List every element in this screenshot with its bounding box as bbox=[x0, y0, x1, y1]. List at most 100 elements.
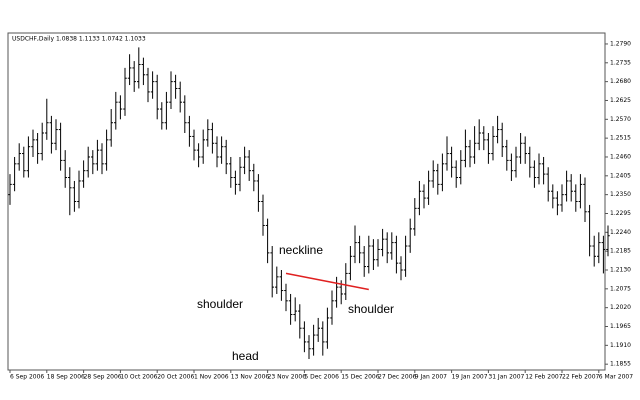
x-tick-label: 6 Sep 2006 bbox=[10, 374, 44, 381]
ohlc-bar bbox=[215, 136, 219, 168]
x-tick-label: 19 Jan 2007 bbox=[452, 374, 488, 381]
ohlc-bar bbox=[104, 129, 109, 171]
ohlc-bar bbox=[316, 317, 320, 342]
ohlc-bar bbox=[22, 146, 26, 178]
label-background bbox=[229, 347, 261, 367]
x-tick-label: 1 Nov 2006 bbox=[194, 374, 229, 381]
ohlc-bar bbox=[284, 283, 288, 312]
ohlc-bar bbox=[155, 74, 159, 120]
y-tick-label: 1.2185 bbox=[610, 248, 631, 255]
neckline bbox=[285, 272, 369, 291]
y-tick-label: 1.2790 bbox=[610, 40, 631, 47]
ohlc-bar bbox=[353, 225, 357, 264]
ohlc-bar bbox=[229, 156, 233, 188]
ohlc-bar bbox=[440, 153, 445, 192]
x-tick-label: 31 Jan 2007 bbox=[488, 374, 524, 381]
annotation: head bbox=[232, 349, 259, 363]
ohlc-bar bbox=[81, 160, 86, 188]
y-tick-label: 1.2515 bbox=[610, 135, 631, 142]
ohlc-bar bbox=[118, 95, 123, 120]
ohlc-bar bbox=[422, 184, 426, 209]
ohlc-bar bbox=[403, 235, 408, 277]
ohlc-bar bbox=[160, 102, 164, 130]
ohlc-bar bbox=[555, 191, 560, 216]
ohlc-bar bbox=[459, 150, 463, 185]
ohlc-bar bbox=[523, 136, 527, 164]
ohlc-bar bbox=[514, 146, 518, 178]
ohlc-bar bbox=[77, 170, 81, 209]
ohlc-bar bbox=[35, 133, 40, 164]
ohlc-bar bbox=[137, 47, 141, 89]
ohlc-bar bbox=[436, 163, 440, 195]
ohlc-bar bbox=[247, 150, 251, 181]
ohlc-bar bbox=[472, 126, 477, 164]
ohlc-bar bbox=[367, 235, 371, 274]
ohlc-bar bbox=[528, 146, 532, 178]
ohlc-bar bbox=[408, 218, 412, 253]
ohlc-bar bbox=[546, 167, 550, 202]
ohlc-bar bbox=[8, 174, 12, 205]
ohlc-bar bbox=[150, 71, 155, 99]
ohlc-bar bbox=[500, 122, 504, 157]
x-tick-label: 10 Oct 2006 bbox=[120, 374, 157, 381]
ohlc-bar bbox=[63, 150, 67, 188]
x-tick-label: 5 Dec 2006 bbox=[304, 374, 339, 381]
ohlc-bar bbox=[270, 246, 274, 298]
ohlc-bar bbox=[192, 129, 196, 161]
ohlc-bar bbox=[173, 74, 178, 99]
ohlc-bar bbox=[344, 263, 348, 301]
ohlc-bar bbox=[532, 160, 537, 188]
ohlc-bar bbox=[169, 71, 173, 110]
ohlc-bar bbox=[330, 290, 334, 325]
ohlc-bar bbox=[252, 163, 256, 192]
ohlc-bar bbox=[592, 235, 596, 267]
x-tick-label: 15 Dec 2006 bbox=[341, 374, 380, 381]
ohlc-bar bbox=[454, 160, 458, 188]
y-tick-label: 1.2130 bbox=[610, 266, 631, 273]
ohlc-bar bbox=[210, 122, 215, 154]
ohlc-bar bbox=[463, 129, 468, 168]
ohlc-bar bbox=[238, 156, 242, 192]
ohlc-bar bbox=[380, 228, 385, 257]
ohlc-bar bbox=[583, 177, 587, 223]
ohlc-bar bbox=[426, 170, 431, 205]
ohlc-bar bbox=[597, 232, 601, 264]
x-tick-label: 18 Sep 2006 bbox=[47, 374, 85, 381]
annotation: shoulder bbox=[197, 297, 243, 311]
x-tick-label: 20 Oct 2006 bbox=[157, 374, 194, 381]
ohlc-bar bbox=[564, 170, 569, 202]
x-tick-label: 9 Jan 2007 bbox=[415, 374, 447, 381]
ohlc-bar bbox=[357, 235, 362, 264]
ohlc-bar bbox=[26, 136, 31, 178]
x-tick-label: 13 Nov 2006 bbox=[231, 374, 270, 381]
y-tick-label: 1.2295 bbox=[610, 210, 631, 217]
ohlc-bar bbox=[196, 143, 201, 168]
ohlc-bar bbox=[468, 139, 472, 168]
ohlc-bar bbox=[376, 239, 380, 267]
annotation: shoulder bbox=[348, 302, 394, 316]
y-tick-label: 1.2680 bbox=[610, 78, 631, 85]
ohlc-bar bbox=[256, 174, 261, 212]
ohlc-bar bbox=[183, 95, 187, 134]
ohlc-bar bbox=[132, 61, 136, 92]
ohlc-bar bbox=[325, 307, 330, 349]
y-tick-label: 1.2570 bbox=[610, 116, 631, 123]
ohlc-bar bbox=[95, 139, 100, 171]
ohlc-bar bbox=[311, 324, 316, 356]
ohlc-bar bbox=[362, 246, 366, 277]
ohlc-bar bbox=[601, 235, 606, 274]
ohlc-bar bbox=[109, 109, 113, 147]
y-tick-label: 1.1965 bbox=[610, 323, 631, 330]
ohlc-bar bbox=[417, 180, 422, 216]
ohlc-bar bbox=[45, 98, 49, 140]
x-tick-label: 12 Feb 2007 bbox=[525, 374, 563, 381]
ohlc-bar bbox=[123, 67, 127, 116]
ohlc-bar bbox=[86, 146, 90, 178]
ohlc-bar bbox=[445, 136, 449, 171]
x-tick-label: 22 Feb 2007 bbox=[562, 374, 600, 381]
ohlc-bar bbox=[265, 218, 270, 264]
ohlc-bar bbox=[486, 133, 491, 164]
y-tick-label: 1.2020 bbox=[610, 304, 631, 311]
